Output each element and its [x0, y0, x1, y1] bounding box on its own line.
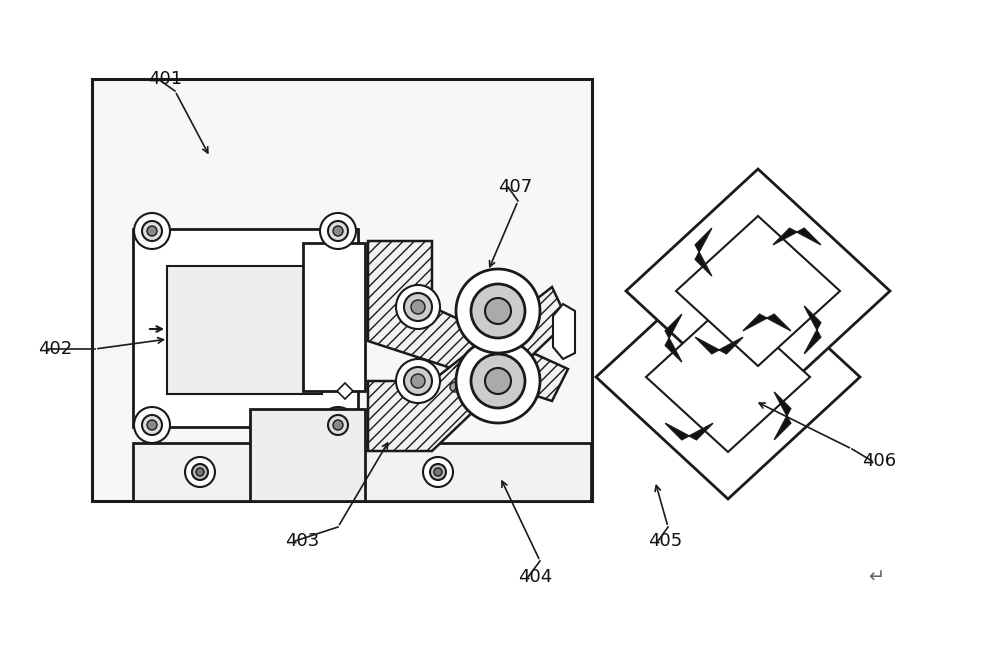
Circle shape — [423, 457, 453, 487]
Circle shape — [142, 415, 162, 435]
Circle shape — [396, 285, 440, 329]
Polygon shape — [676, 216, 840, 366]
Circle shape — [142, 221, 162, 241]
Circle shape — [404, 367, 432, 395]
Circle shape — [411, 374, 425, 388]
Polygon shape — [368, 241, 568, 401]
Circle shape — [434, 468, 442, 476]
Polygon shape — [553, 304, 575, 359]
Polygon shape — [665, 314, 682, 362]
Polygon shape — [665, 423, 713, 440]
Circle shape — [333, 420, 343, 430]
Circle shape — [328, 221, 348, 241]
Text: ↵: ↵ — [868, 567, 884, 587]
Circle shape — [185, 457, 215, 487]
Circle shape — [396, 359, 440, 403]
Text: 404: 404 — [518, 568, 552, 586]
Circle shape — [320, 213, 356, 249]
Polygon shape — [368, 287, 568, 451]
FancyBboxPatch shape — [92, 79, 592, 501]
Circle shape — [471, 284, 525, 338]
Polygon shape — [774, 392, 791, 440]
Text: 407: 407 — [498, 178, 532, 196]
Circle shape — [196, 468, 204, 476]
Polygon shape — [773, 228, 821, 245]
Polygon shape — [596, 255, 860, 499]
Circle shape — [450, 382, 460, 392]
Circle shape — [333, 226, 343, 236]
Circle shape — [147, 226, 157, 236]
Text: 405: 405 — [648, 532, 682, 550]
Circle shape — [456, 269, 540, 353]
Circle shape — [320, 407, 356, 443]
Circle shape — [134, 407, 170, 443]
Circle shape — [411, 300, 425, 314]
Circle shape — [471, 354, 525, 408]
FancyBboxPatch shape — [303, 243, 365, 391]
FancyBboxPatch shape — [167, 266, 322, 394]
Polygon shape — [804, 306, 821, 354]
Polygon shape — [646, 302, 810, 452]
FancyBboxPatch shape — [133, 229, 358, 427]
Polygon shape — [626, 169, 890, 413]
Text: 401: 401 — [148, 70, 182, 88]
Polygon shape — [695, 228, 712, 276]
FancyBboxPatch shape — [250, 409, 365, 501]
Circle shape — [404, 293, 432, 321]
FancyBboxPatch shape — [133, 443, 591, 501]
Polygon shape — [337, 383, 353, 399]
Circle shape — [456, 339, 540, 423]
Circle shape — [445, 377, 465, 397]
Circle shape — [192, 464, 208, 480]
Circle shape — [485, 298, 511, 324]
Polygon shape — [695, 337, 743, 354]
Text: 403: 403 — [285, 532, 319, 550]
Text: 402: 402 — [38, 340, 72, 358]
Text: 406: 406 — [862, 452, 896, 470]
Circle shape — [485, 368, 511, 394]
Circle shape — [147, 420, 157, 430]
Circle shape — [430, 464, 446, 480]
Circle shape — [328, 415, 348, 435]
Circle shape — [134, 213, 170, 249]
Polygon shape — [743, 314, 791, 331]
